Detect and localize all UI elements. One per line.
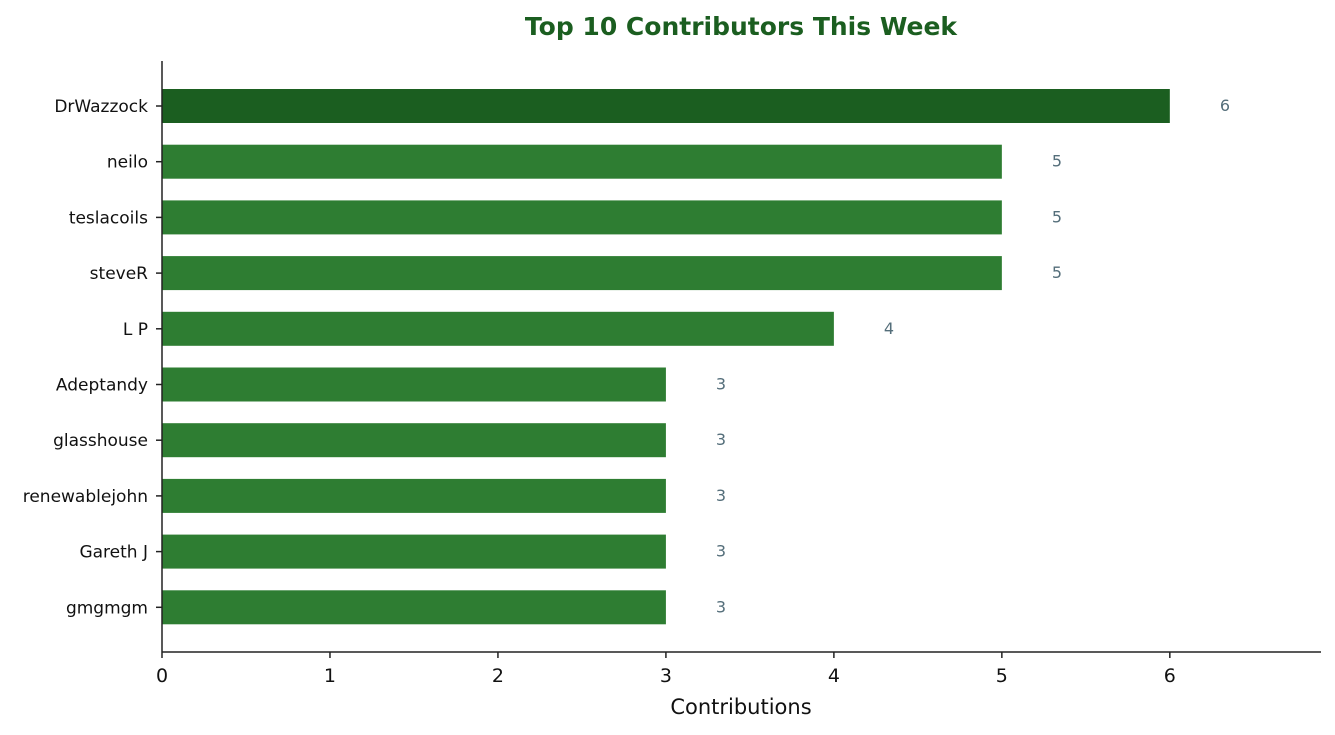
x-tick-label: 4 [828,665,840,687]
data-label: 3 [716,542,726,561]
x-tick-label: 5 [996,665,1008,687]
category-label: teslacoils [69,208,148,228]
data-label: 3 [716,597,726,616]
data-label: 4 [884,319,894,338]
category-label: DrWazzock [54,97,148,117]
category-label: renewablejohn [23,487,148,507]
data-label: 5 [1052,152,1062,171]
category-labels-group: DrWazzock neilo teslacoils steveR L P Adeptan… [23,97,162,618]
bar-l-p [162,311,834,346]
value-labels-group: 6 5 5 5 4 3 3 3 3 3 [716,96,1230,616]
category-label: gmgmgm [66,598,148,618]
chart-title: Top 10 Contributors This Week [525,12,959,41]
data-label: 6 [1220,96,1230,115]
category-label: Adeptandy [56,376,148,396]
bar-stever [162,256,1002,291]
data-label: 5 [1052,207,1062,226]
bar-glasshouse [162,423,666,458]
bar-renewablejohn [162,478,666,513]
data-label: 5 [1052,263,1062,282]
category-label: steveR [90,264,149,284]
x-ticks-group: 0 1 2 3 4 5 6 [156,652,1176,687]
data-label: 3 [716,486,726,505]
data-label: 3 [716,430,726,449]
x-tick-label: 0 [156,665,168,687]
bar-neilo [162,144,1002,179]
category-label: neilo [107,153,148,173]
category-label: glasshouse [53,431,148,451]
bar-drwazzock [162,89,1170,123]
bar-gareth-j [162,534,666,569]
x-axis-title: Contributions [670,695,811,719]
bar-gmgmgm [162,590,666,625]
category-label: L P [123,320,148,340]
bars-group [162,89,1170,625]
x-tick-label: 1 [324,665,336,687]
x-tick-label: 3 [660,665,672,687]
data-label: 3 [716,375,726,394]
bar-teslacoils [162,200,1002,235]
category-label: Gareth J [79,543,148,563]
x-tick-label: 6 [1164,665,1176,687]
bar-adeptandy [162,367,666,402]
x-tick-label: 2 [492,665,504,687]
